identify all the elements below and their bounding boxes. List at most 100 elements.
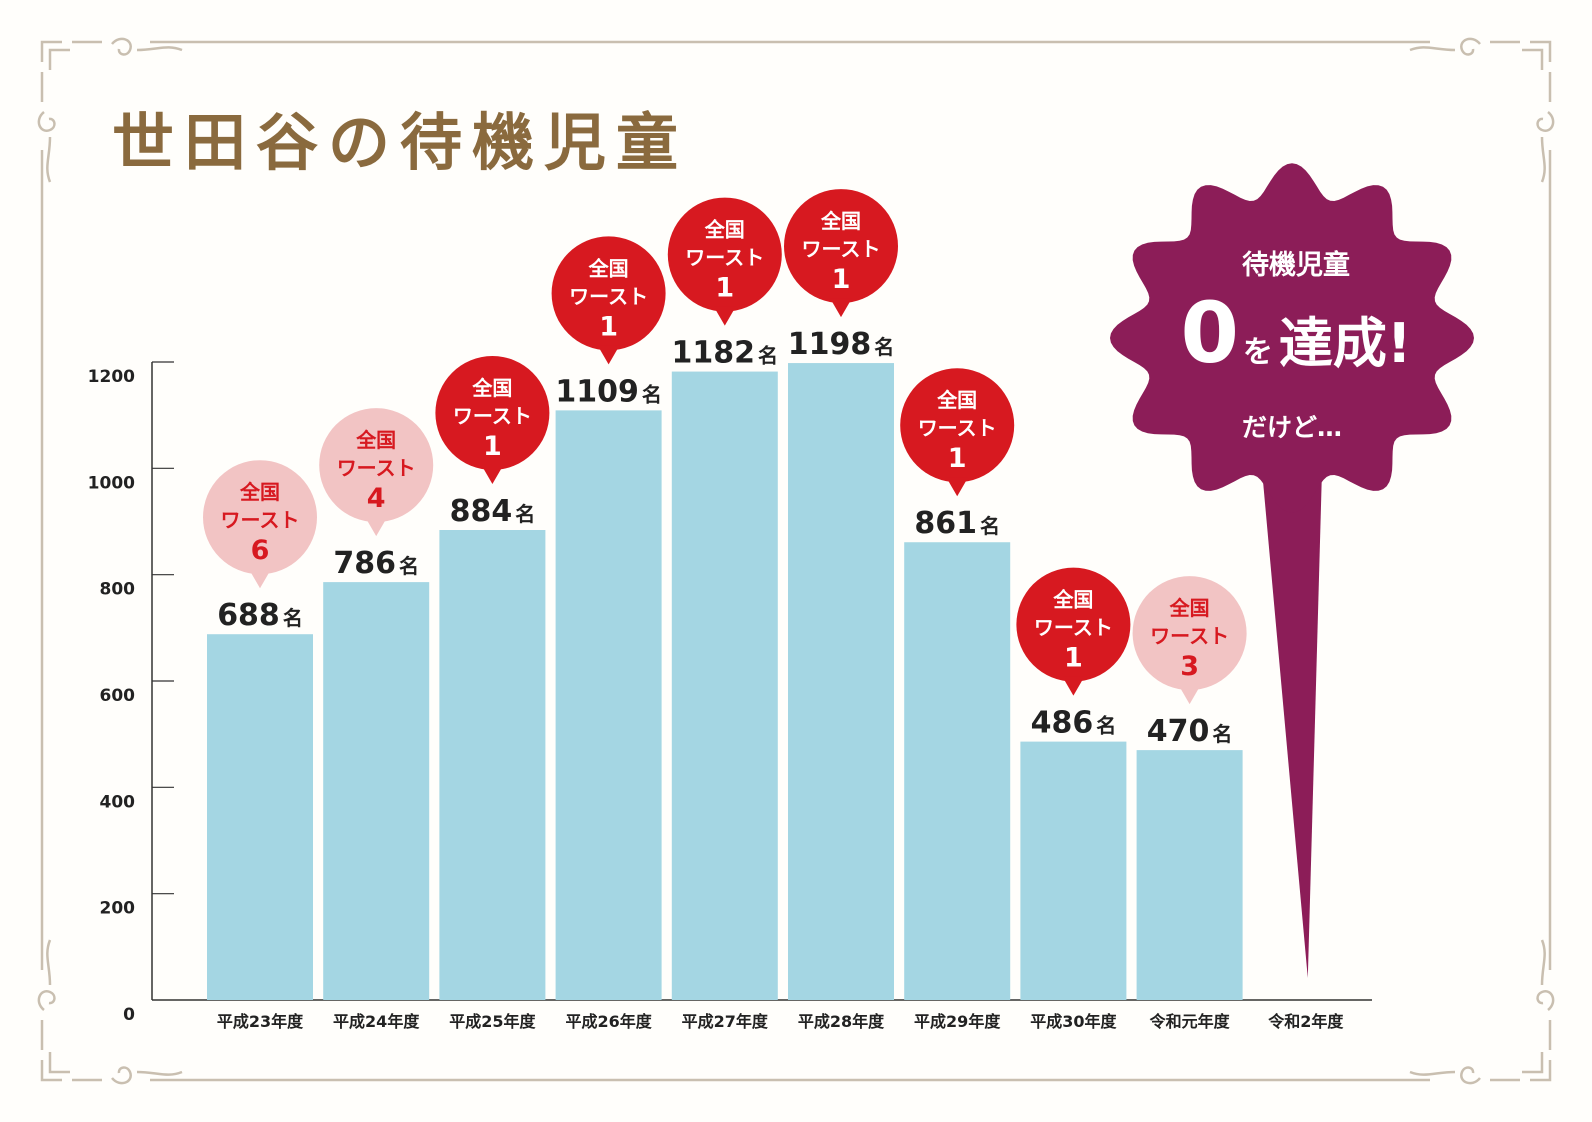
callout-main: 達成! xyxy=(1279,312,1412,375)
x-tick-label: 平成27年度 xyxy=(682,1012,769,1031)
callout-line3: だけど… xyxy=(1242,413,1342,442)
value-unit: 名 xyxy=(283,606,303,630)
bubble-rank-number: 1 xyxy=(948,443,967,474)
x-tick-label: 令和2年度 xyxy=(1267,1012,1344,1031)
bubble-pointer xyxy=(597,345,620,365)
bubble-line1: 全国 xyxy=(936,388,977,412)
frame-corner-ornament xyxy=(1409,37,1555,183)
bar xyxy=(555,410,662,1000)
bubble-pointer xyxy=(830,298,852,318)
bubble-pointer xyxy=(713,306,736,326)
x-tick-label: 平成30年度 xyxy=(1030,1012,1117,1031)
bubble-rank-number: 1 xyxy=(832,264,851,295)
bubble-line2: ワースト xyxy=(569,284,648,308)
bubble-pointer xyxy=(946,477,969,497)
value-number: 470 xyxy=(1147,714,1210,749)
bubble-line2: ワースト xyxy=(918,416,997,440)
bar xyxy=(788,363,894,1000)
bubble-line1: 全国 xyxy=(588,256,629,280)
bubble-pointer xyxy=(1178,685,1201,705)
y-tick-label: 1000 xyxy=(88,473,135,493)
bubble-line2: ワースト xyxy=(453,404,532,428)
bubble-line1: 全国 xyxy=(1169,596,1210,620)
frame-corner-ornament xyxy=(37,37,183,183)
x-tick-label: 平成28年度 xyxy=(798,1012,885,1031)
bubble-circle xyxy=(1016,567,1131,682)
value-label: 1182 名 xyxy=(672,336,779,371)
value-number: 786 xyxy=(333,546,396,581)
corner-flourish xyxy=(46,46,183,183)
value-unit: 名 xyxy=(758,344,778,368)
value-label: 1198 名 xyxy=(788,327,895,362)
y-tick-label: 1200 xyxy=(88,367,135,387)
callout-line1: 待機児童 xyxy=(1242,249,1350,281)
bubble-pointer xyxy=(481,465,504,485)
bubble-rank-number: 3 xyxy=(1180,651,1199,682)
x-tick-label: 平成24年度 xyxy=(333,1012,420,1031)
frame-corner-ornament xyxy=(37,939,183,1085)
achievement-callout: 待機児童0 を達成! だけど… xyxy=(1110,163,1474,978)
value-label: 1109 名 xyxy=(555,374,662,409)
value-label: 786 名 xyxy=(333,546,419,581)
corner-scroll xyxy=(1460,37,1555,132)
bubble-rank-number: 1 xyxy=(599,311,618,342)
bubble-pointer xyxy=(1062,676,1085,696)
x-tick-label: 平成29年度 xyxy=(914,1012,1001,1031)
value-label: 688 名 xyxy=(217,598,303,633)
callout-zero: 0 xyxy=(1180,284,1238,382)
bubble-line1: 全国 xyxy=(1052,588,1093,612)
value-number: 688 xyxy=(217,598,280,633)
bubble-pointer xyxy=(365,517,388,537)
bubble-line1: 全国 xyxy=(471,376,512,400)
value-number: 486 xyxy=(1031,706,1094,741)
bubble-line2: ワースト xyxy=(802,237,881,261)
bubble-rank-number: 6 xyxy=(251,535,270,566)
x-tick-label: 平成26年度 xyxy=(565,1012,652,1031)
bubble-rank-number: 1 xyxy=(483,431,502,462)
bubble-circle xyxy=(667,197,782,312)
frame-border xyxy=(40,40,1552,1082)
corner-scroll xyxy=(1460,990,1555,1085)
bar xyxy=(323,582,430,1000)
value-unit: 名 xyxy=(980,514,1000,538)
y-tick-label: 800 xyxy=(100,580,136,600)
corner-line xyxy=(40,1020,102,1082)
bubble-line2: ワースト xyxy=(685,246,764,270)
value-number: 861 xyxy=(914,506,977,541)
y-tick-label: 400 xyxy=(100,792,136,812)
y-tick-label: 600 xyxy=(100,686,136,706)
corner-line xyxy=(40,40,102,102)
value-number: 1198 xyxy=(788,327,872,362)
bubble-line1: 全国 xyxy=(704,218,745,242)
page-title: 世田谷の待機児童 xyxy=(112,106,689,179)
value-unit: 名 xyxy=(874,335,894,359)
bubble-circle xyxy=(435,356,550,471)
bubble-circle xyxy=(900,368,1015,483)
bubble-line2: ワースト xyxy=(1034,616,1113,640)
corner-flourish xyxy=(1409,46,1546,183)
callout-spike xyxy=(1262,470,1322,978)
bar xyxy=(1136,750,1243,1000)
bubble-circle xyxy=(203,460,317,575)
value-unit: 名 xyxy=(399,554,419,578)
corner-scroll xyxy=(37,990,132,1085)
bar xyxy=(904,542,1011,1000)
value-label: 486 名 xyxy=(1031,706,1117,741)
corner-scroll xyxy=(37,37,132,132)
value-number: 1109 xyxy=(555,374,639,409)
bubble-circle xyxy=(1132,576,1247,691)
bar xyxy=(1020,741,1127,1000)
corner-flourish xyxy=(46,939,183,1076)
corner-line xyxy=(1490,40,1552,102)
value-number: 884 xyxy=(450,494,513,529)
x-tick-label: 平成25年度 xyxy=(449,1012,536,1031)
